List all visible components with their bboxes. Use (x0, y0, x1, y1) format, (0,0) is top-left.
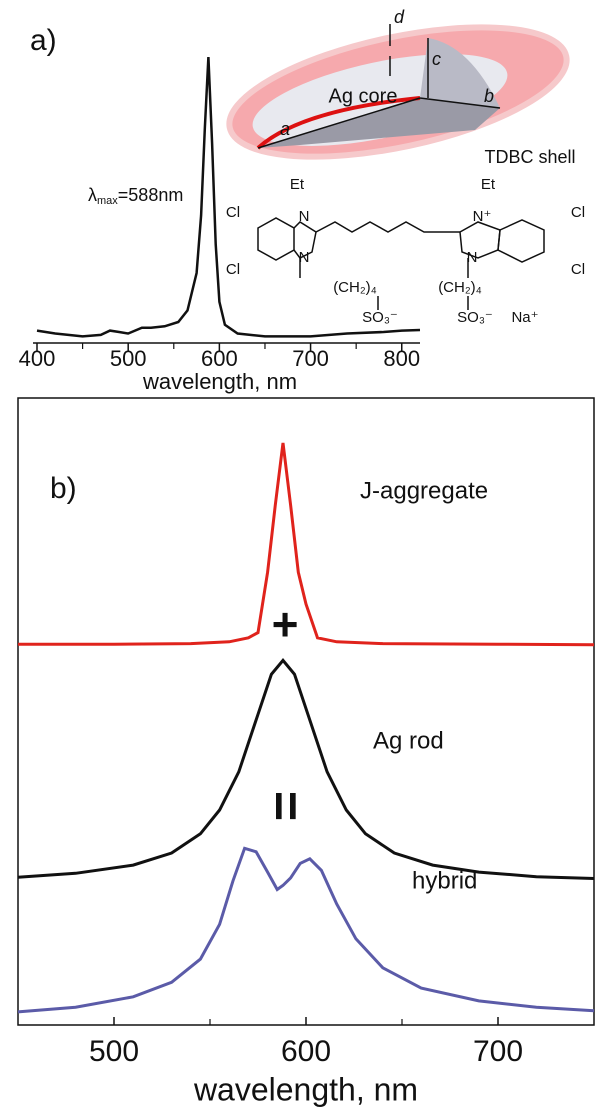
molecule-label: Cl (571, 204, 585, 221)
axis-letter: c (432, 49, 441, 69)
x-tick-label: 500 (110, 346, 147, 371)
molecule-label: N (299, 249, 310, 266)
molecule-label: Cl (226, 261, 240, 278)
annotation-sub: max (97, 195, 118, 207)
shell-label: TDBC shell (484, 147, 575, 167)
series-label: hybrid (412, 867, 477, 894)
molecule-label: SO₃⁻ (457, 309, 493, 326)
axis-letter: a (280, 119, 290, 139)
annotation-text: =588nm (118, 185, 184, 205)
operator: = (256, 791, 314, 821)
series-label: Ag rod (373, 727, 444, 754)
panel-label: b) (50, 472, 77, 505)
spectrum-line (18, 442, 595, 647)
spectrum-line (17, 658, 595, 880)
spectrum-line (17, 846, 595, 1014)
molecule-label: SO₃⁻ (362, 309, 398, 326)
x-axis-label: wavelength, nm (193, 1071, 418, 1107)
molecule-label: Et (481, 176, 496, 193)
x-axis-label: wavelength, nm (142, 369, 297, 394)
annotation-symbol: λ (88, 185, 97, 205)
molecule-label: N⁺ (473, 208, 492, 225)
molecule-label: (CH₂)₄ (438, 279, 482, 296)
operator: + (272, 598, 299, 650)
x-tick-label: 400 (19, 346, 56, 371)
molecule-label: Cl (226, 204, 240, 221)
x-tick-label: 600 (281, 1035, 331, 1068)
axis-letter: b (484, 86, 494, 106)
spectrum-line (36, 56, 421, 338)
x-tick-label: 700 (292, 346, 329, 371)
panel-label: a) (30, 24, 57, 57)
axis-letter: d (394, 7, 405, 27)
molecule-label: (CH₂)₄ (333, 279, 377, 296)
plot-frame (17, 397, 595, 1026)
molecule-label: Cl (571, 261, 585, 278)
molecule-label: Et (290, 176, 305, 193)
molecule-label: Na⁺ (511, 309, 538, 326)
molecule-label: N (299, 208, 310, 225)
x-tick-label: 500 (89, 1035, 139, 1068)
x-tick-label: 600 (201, 346, 238, 371)
x-tick-label: 800 (383, 346, 420, 371)
particle-drawing (226, 24, 570, 160)
core-label: Ag core (329, 85, 398, 107)
molecule-drawing (257, 217, 545, 310)
peak-annotation: λmax=588nm (88, 185, 183, 207)
molecule-label: N (467, 249, 478, 266)
x-tick-label: 700 (473, 1035, 523, 1068)
series-label: J-aggregate (360, 477, 488, 504)
